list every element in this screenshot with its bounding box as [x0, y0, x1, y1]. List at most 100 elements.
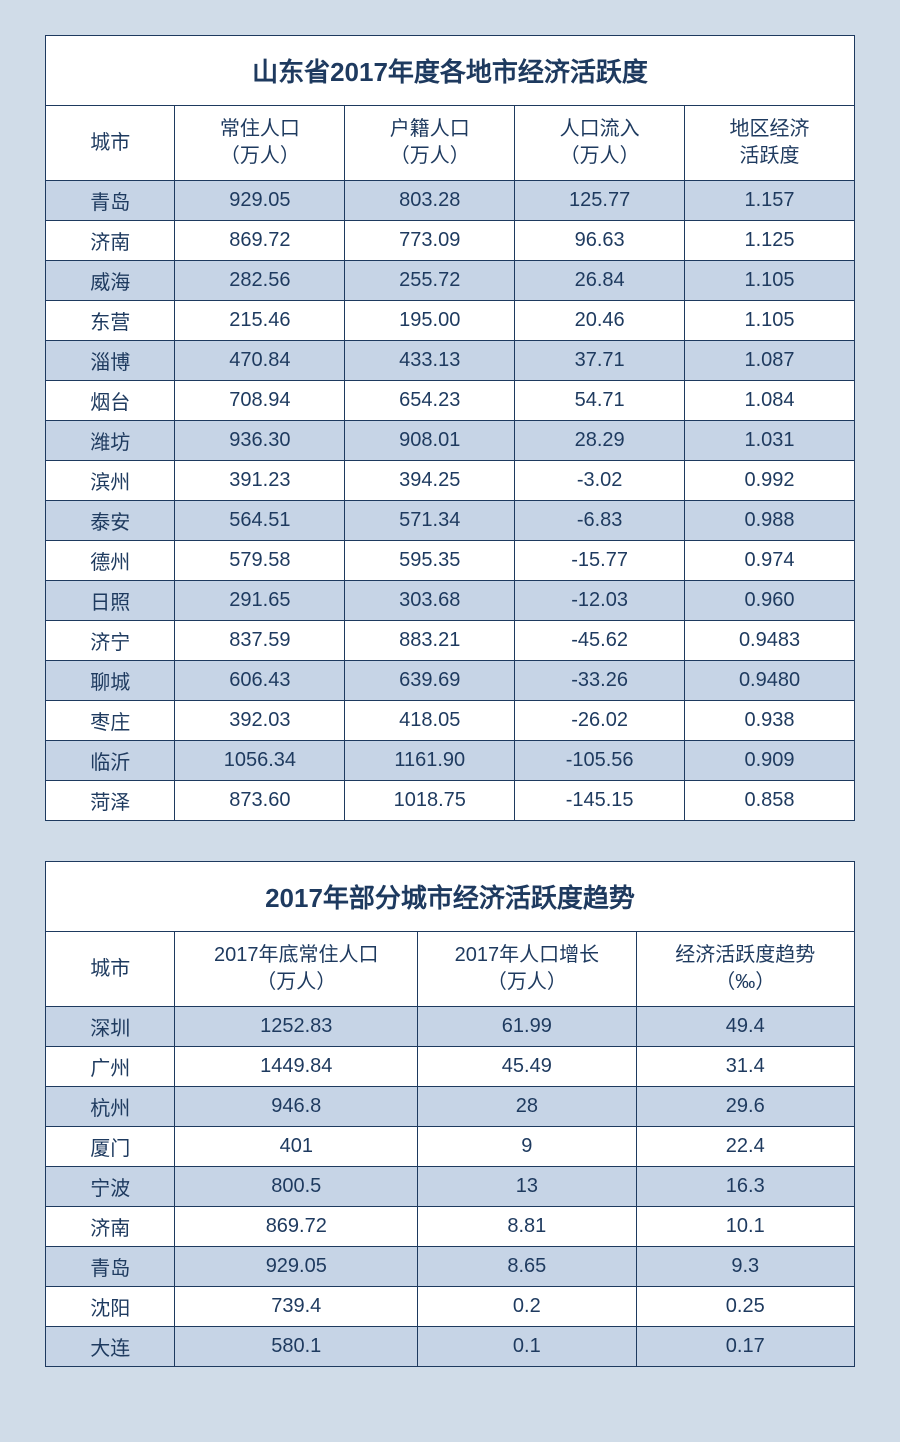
table-cell: 54.71 — [515, 381, 685, 421]
table-row: 沈阳739.40.20.25 — [46, 1287, 855, 1327]
table-cell: 45.49 — [418, 1047, 636, 1087]
table-cell: 潍坊 — [46, 421, 175, 461]
table-cell: 1.087 — [685, 341, 855, 381]
table-cell: 沈阳 — [46, 1287, 175, 1327]
table-cell: -45.62 — [515, 621, 685, 661]
table-cell: 聊城 — [46, 661, 175, 701]
table-cell: 654.23 — [345, 381, 515, 421]
table-cell: 564.51 — [175, 501, 345, 541]
table-row: 日照291.65303.68-12.030.960 — [46, 581, 855, 621]
table-cell: 31.4 — [636, 1047, 854, 1087]
table-cell: 广州 — [46, 1047, 175, 1087]
table-row: 济南869.728.8110.1 — [46, 1207, 855, 1247]
table-cell: 滨州 — [46, 461, 175, 501]
table-cell: 571.34 — [345, 501, 515, 541]
table-row: 威海282.56255.7226.841.105 — [46, 261, 855, 301]
table-cell: 0.938 — [685, 701, 855, 741]
table-cell: 929.05 — [175, 1247, 418, 1287]
header-line: 经济活跃度趋势 — [675, 944, 815, 966]
table-row: 宁波800.51316.3 — [46, 1167, 855, 1207]
table-cell: 929.05 — [175, 181, 345, 221]
table-row: 潍坊936.30908.0128.291.031 — [46, 421, 855, 461]
table-cell: 739.4 — [175, 1287, 418, 1327]
table-cell: -145.15 — [515, 781, 685, 821]
table-cell: 大连 — [46, 1327, 175, 1367]
table-cell: -105.56 — [515, 741, 685, 781]
table-cell: 29.6 — [636, 1087, 854, 1127]
table-cell: 1.105 — [685, 261, 855, 301]
table-cell: 869.72 — [175, 221, 345, 261]
table-row: 大连580.10.10.17 — [46, 1327, 855, 1367]
table-row: 菏泽873.601018.75-145.150.858 — [46, 781, 855, 821]
table-cell: 803.28 — [345, 181, 515, 221]
table-cell: 37.71 — [515, 341, 685, 381]
table-cell: 708.94 — [175, 381, 345, 421]
header-inflow: 人口流入 （万人） — [515, 106, 685, 181]
table-row: 济南869.72773.0996.631.125 — [46, 221, 855, 261]
table-cell: 195.00 — [345, 301, 515, 341]
header-registered-pop: 户籍人口 （万人） — [345, 106, 515, 181]
table-cell: 威海 — [46, 261, 175, 301]
table-cell: 639.69 — [345, 661, 515, 701]
table-cell: 873.60 — [175, 781, 345, 821]
table-cell: 936.30 — [175, 421, 345, 461]
table-cell: 1.157 — [685, 181, 855, 221]
table-cell: 0.974 — [685, 541, 855, 581]
table-cell: 20.46 — [515, 301, 685, 341]
table-cell: 青岛 — [46, 1247, 175, 1287]
table-cell: 日照 — [46, 581, 175, 621]
table-cell: 泰安 — [46, 501, 175, 541]
table-row: 杭州946.82829.6 — [46, 1087, 855, 1127]
table-row: 广州1449.8445.4931.4 — [46, 1047, 855, 1087]
table-cell: 391.23 — [175, 461, 345, 501]
table-cell: 418.05 — [345, 701, 515, 741]
table-cell: 303.68 — [345, 581, 515, 621]
table-cell: 606.43 — [175, 661, 345, 701]
table-cell: 0.858 — [685, 781, 855, 821]
header-trend: 经济活跃度趋势 （‰） — [636, 932, 854, 1007]
header-city: 城市 — [46, 932, 175, 1007]
table-cell: 8.65 — [418, 1247, 636, 1287]
table-cell: 1.031 — [685, 421, 855, 461]
table-1-title: 山东省2017年度各地市经济活跃度 — [46, 36, 855, 106]
table-cell: 枣庄 — [46, 701, 175, 741]
table-cell: 0.17 — [636, 1327, 854, 1367]
table-cell: -6.83 — [515, 501, 685, 541]
table-cell: 烟台 — [46, 381, 175, 421]
table-cell: 0.992 — [685, 461, 855, 501]
table-row: 泰安564.51571.34-6.830.988 — [46, 501, 855, 541]
table-cell: 1161.90 — [345, 741, 515, 781]
table-cell: 22.4 — [636, 1127, 854, 1167]
table-cell: 28 — [418, 1087, 636, 1127]
table-cell: -3.02 — [515, 461, 685, 501]
header-line: （万人） — [487, 971, 567, 993]
table-cell: 1056.34 — [175, 741, 345, 781]
table-cell: 青岛 — [46, 181, 175, 221]
table-row: 青岛929.058.659.3 — [46, 1247, 855, 1287]
table-cell: 杭州 — [46, 1087, 175, 1127]
table-cell: 401 — [175, 1127, 418, 1167]
table-1-title-row: 山东省2017年度各地市经济活跃度 — [46, 36, 855, 106]
table-cell: 淄博 — [46, 341, 175, 381]
table-cell: 1.105 — [685, 301, 855, 341]
table-cell: 东营 — [46, 301, 175, 341]
table-cell: 0.909 — [685, 741, 855, 781]
table-cell: 0.1 — [418, 1327, 636, 1367]
table-cell: -26.02 — [515, 701, 685, 741]
table-cell: 9 — [418, 1127, 636, 1167]
table-cell: 26.84 — [515, 261, 685, 301]
table-cell: 8.81 — [418, 1207, 636, 1247]
table-cell: 0.9480 — [685, 661, 855, 701]
table-cell: 9.3 — [636, 1247, 854, 1287]
table-cell: 96.63 — [515, 221, 685, 261]
header-line: 2017年人口增长 — [455, 944, 600, 966]
table-cell: 济南 — [46, 1207, 175, 1247]
header-line: （万人） — [256, 971, 336, 993]
table-cell: 908.01 — [345, 421, 515, 461]
table-cell: 883.21 — [345, 621, 515, 661]
table-1-body: 青岛929.05803.28125.771.157济南869.72773.099… — [46, 181, 855, 821]
header-line: 户籍人口 — [390, 118, 470, 140]
table-cell: 0.25 — [636, 1287, 854, 1327]
table-2-header-row: 城市 2017年底常住人口 （万人） 2017年人口增长 （万人） 经济活跃度趋… — [46, 932, 855, 1007]
city-trend-table: 2017年部分城市经济活跃度趋势 城市 2017年底常住人口 （万人） 2017… — [45, 861, 855, 1367]
